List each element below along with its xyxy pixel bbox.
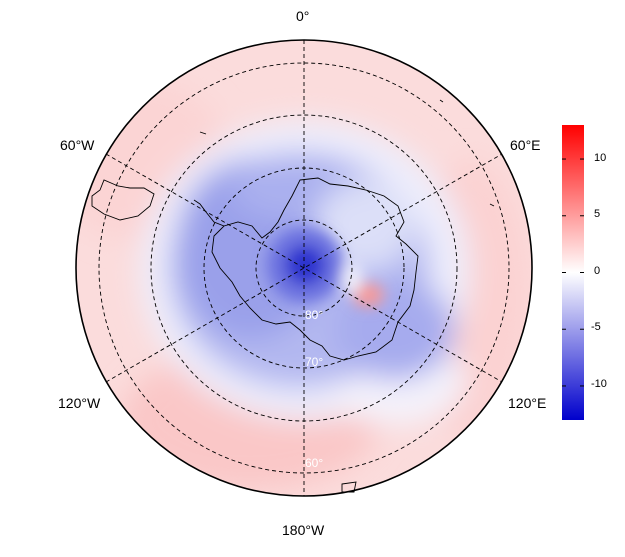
- colorbar-tick-label: -5: [591, 321, 601, 333]
- colorbar-tick-label: 0: [594, 265, 601, 277]
- map-border: [75, 39, 533, 497]
- anomaly-field: [76, 40, 532, 496]
- meridian-60w-120e: [105, 153, 503, 383]
- antarctica-coastline: [211, 177, 419, 361]
- south-america-tip: [91, 179, 155, 221]
- island: [341, 481, 357, 493]
- colorbar: [562, 125, 584, 420]
- parallel-50: [98, 62, 510, 474]
- label-lon-60w: 60°W: [60, 137, 95, 153]
- label-lat-80: 80°: [305, 308, 324, 322]
- meridian-120w-60e: [105, 153, 503, 383]
- colorbar-gradient: [562, 125, 584, 420]
- label-lat-70: 70°: [305, 355, 324, 369]
- colorbar-tick-label: -10: [591, 378, 607, 390]
- label-lon-180w: 180°W: [282, 522, 325, 538]
- colorbar-tick-label: 5: [594, 208, 601, 220]
- label-lon-0: 0°: [296, 8, 310, 24]
- label-lon-120e: 120°E: [508, 395, 547, 411]
- graticule: [98, 40, 510, 496]
- colorbar-tick-label: 10: [594, 152, 607, 164]
- label-lat-60: 60°: [305, 456, 324, 470]
- label-lon-120w: 120°W: [58, 395, 101, 411]
- parallel-80: [255, 219, 353, 317]
- label-lon-60e: 60°E: [510, 137, 541, 153]
